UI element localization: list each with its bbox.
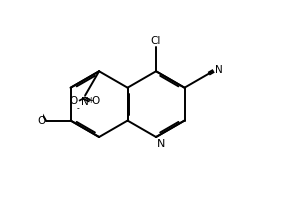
Text: N: N: [215, 65, 222, 75]
Text: -: -: [76, 104, 79, 113]
Text: N: N: [81, 97, 88, 107]
Text: Cl: Cl: [151, 36, 161, 46]
Text: O: O: [69, 96, 77, 106]
Text: +: +: [87, 96, 93, 105]
Text: O: O: [92, 96, 100, 106]
Text: O: O: [37, 116, 45, 126]
Text: N: N: [157, 139, 165, 149]
